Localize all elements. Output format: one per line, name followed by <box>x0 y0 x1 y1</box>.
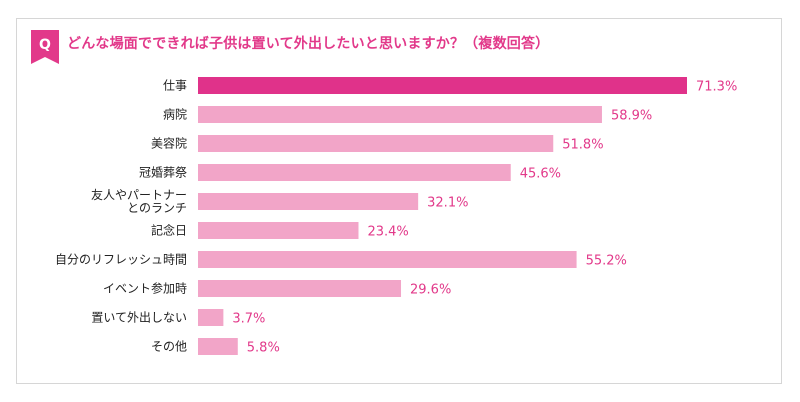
value-label-5: 23.4% <box>367 225 408 240</box>
value-label-1: 58.9% <box>611 109 652 124</box>
bar-6 <box>198 251 577 268</box>
value-label-2: 51.8% <box>562 138 603 153</box>
value-label-7: 29.6% <box>410 283 451 298</box>
category-label-0: 仕事 <box>163 79 187 93</box>
value-label-8: 3.7% <box>232 312 265 327</box>
value-label-6: 55.2% <box>586 254 627 269</box>
category-label-4: 友人やパートナーとのランチ <box>91 188 187 215</box>
bar-chart: 仕事 71.3% 病院 58.9% 美容院 51.8% 冠婚葬祭 45.6% 友人やパートナーと… <box>55 77 737 356</box>
category-label-1: 病院 <box>163 107 187 122</box>
bar-8 <box>198 309 224 326</box>
value-label-3: 45.6% <box>520 167 561 182</box>
question-badge-letter: Q <box>39 37 51 53</box>
bar-5 <box>198 222 359 239</box>
category-label-7: イベント参加時 <box>103 281 187 296</box>
bar-2 <box>198 135 554 152</box>
category-label-3: 冠婚葬祭 <box>139 166 187 180</box>
question-text: どんな場面でできれば子供は置いて外出したいと思いますか？（複数回答） <box>67 36 550 52</box>
category-label-5: 記念日 <box>151 223 187 238</box>
bar-9 <box>198 338 238 355</box>
category-label-2: 美容院 <box>151 136 187 151</box>
bar-3 <box>198 164 511 181</box>
question-badge-icon: Q <box>31 30 59 64</box>
category-label-6: 自分のリフレッシュ時間 <box>55 253 187 267</box>
category-label-8: 置いて外出しない <box>91 311 187 325</box>
bar-1 <box>198 106 602 123</box>
value-label-4: 32.1% <box>427 196 468 211</box>
category-label-9: その他 <box>151 340 187 354</box>
question-badge: Q <box>31 30 59 64</box>
bar-0 <box>198 77 687 94</box>
bar-4 <box>198 193 419 210</box>
value-label-9: 5.8% <box>247 341 280 356</box>
chart-panel: Q どんな場面でできれば子供は置いて外出したいと思いますか？（複数回答） 仕事 7… <box>16 18 782 384</box>
value-label-0: 71.3% <box>696 80 737 95</box>
bar-7 <box>198 280 402 297</box>
